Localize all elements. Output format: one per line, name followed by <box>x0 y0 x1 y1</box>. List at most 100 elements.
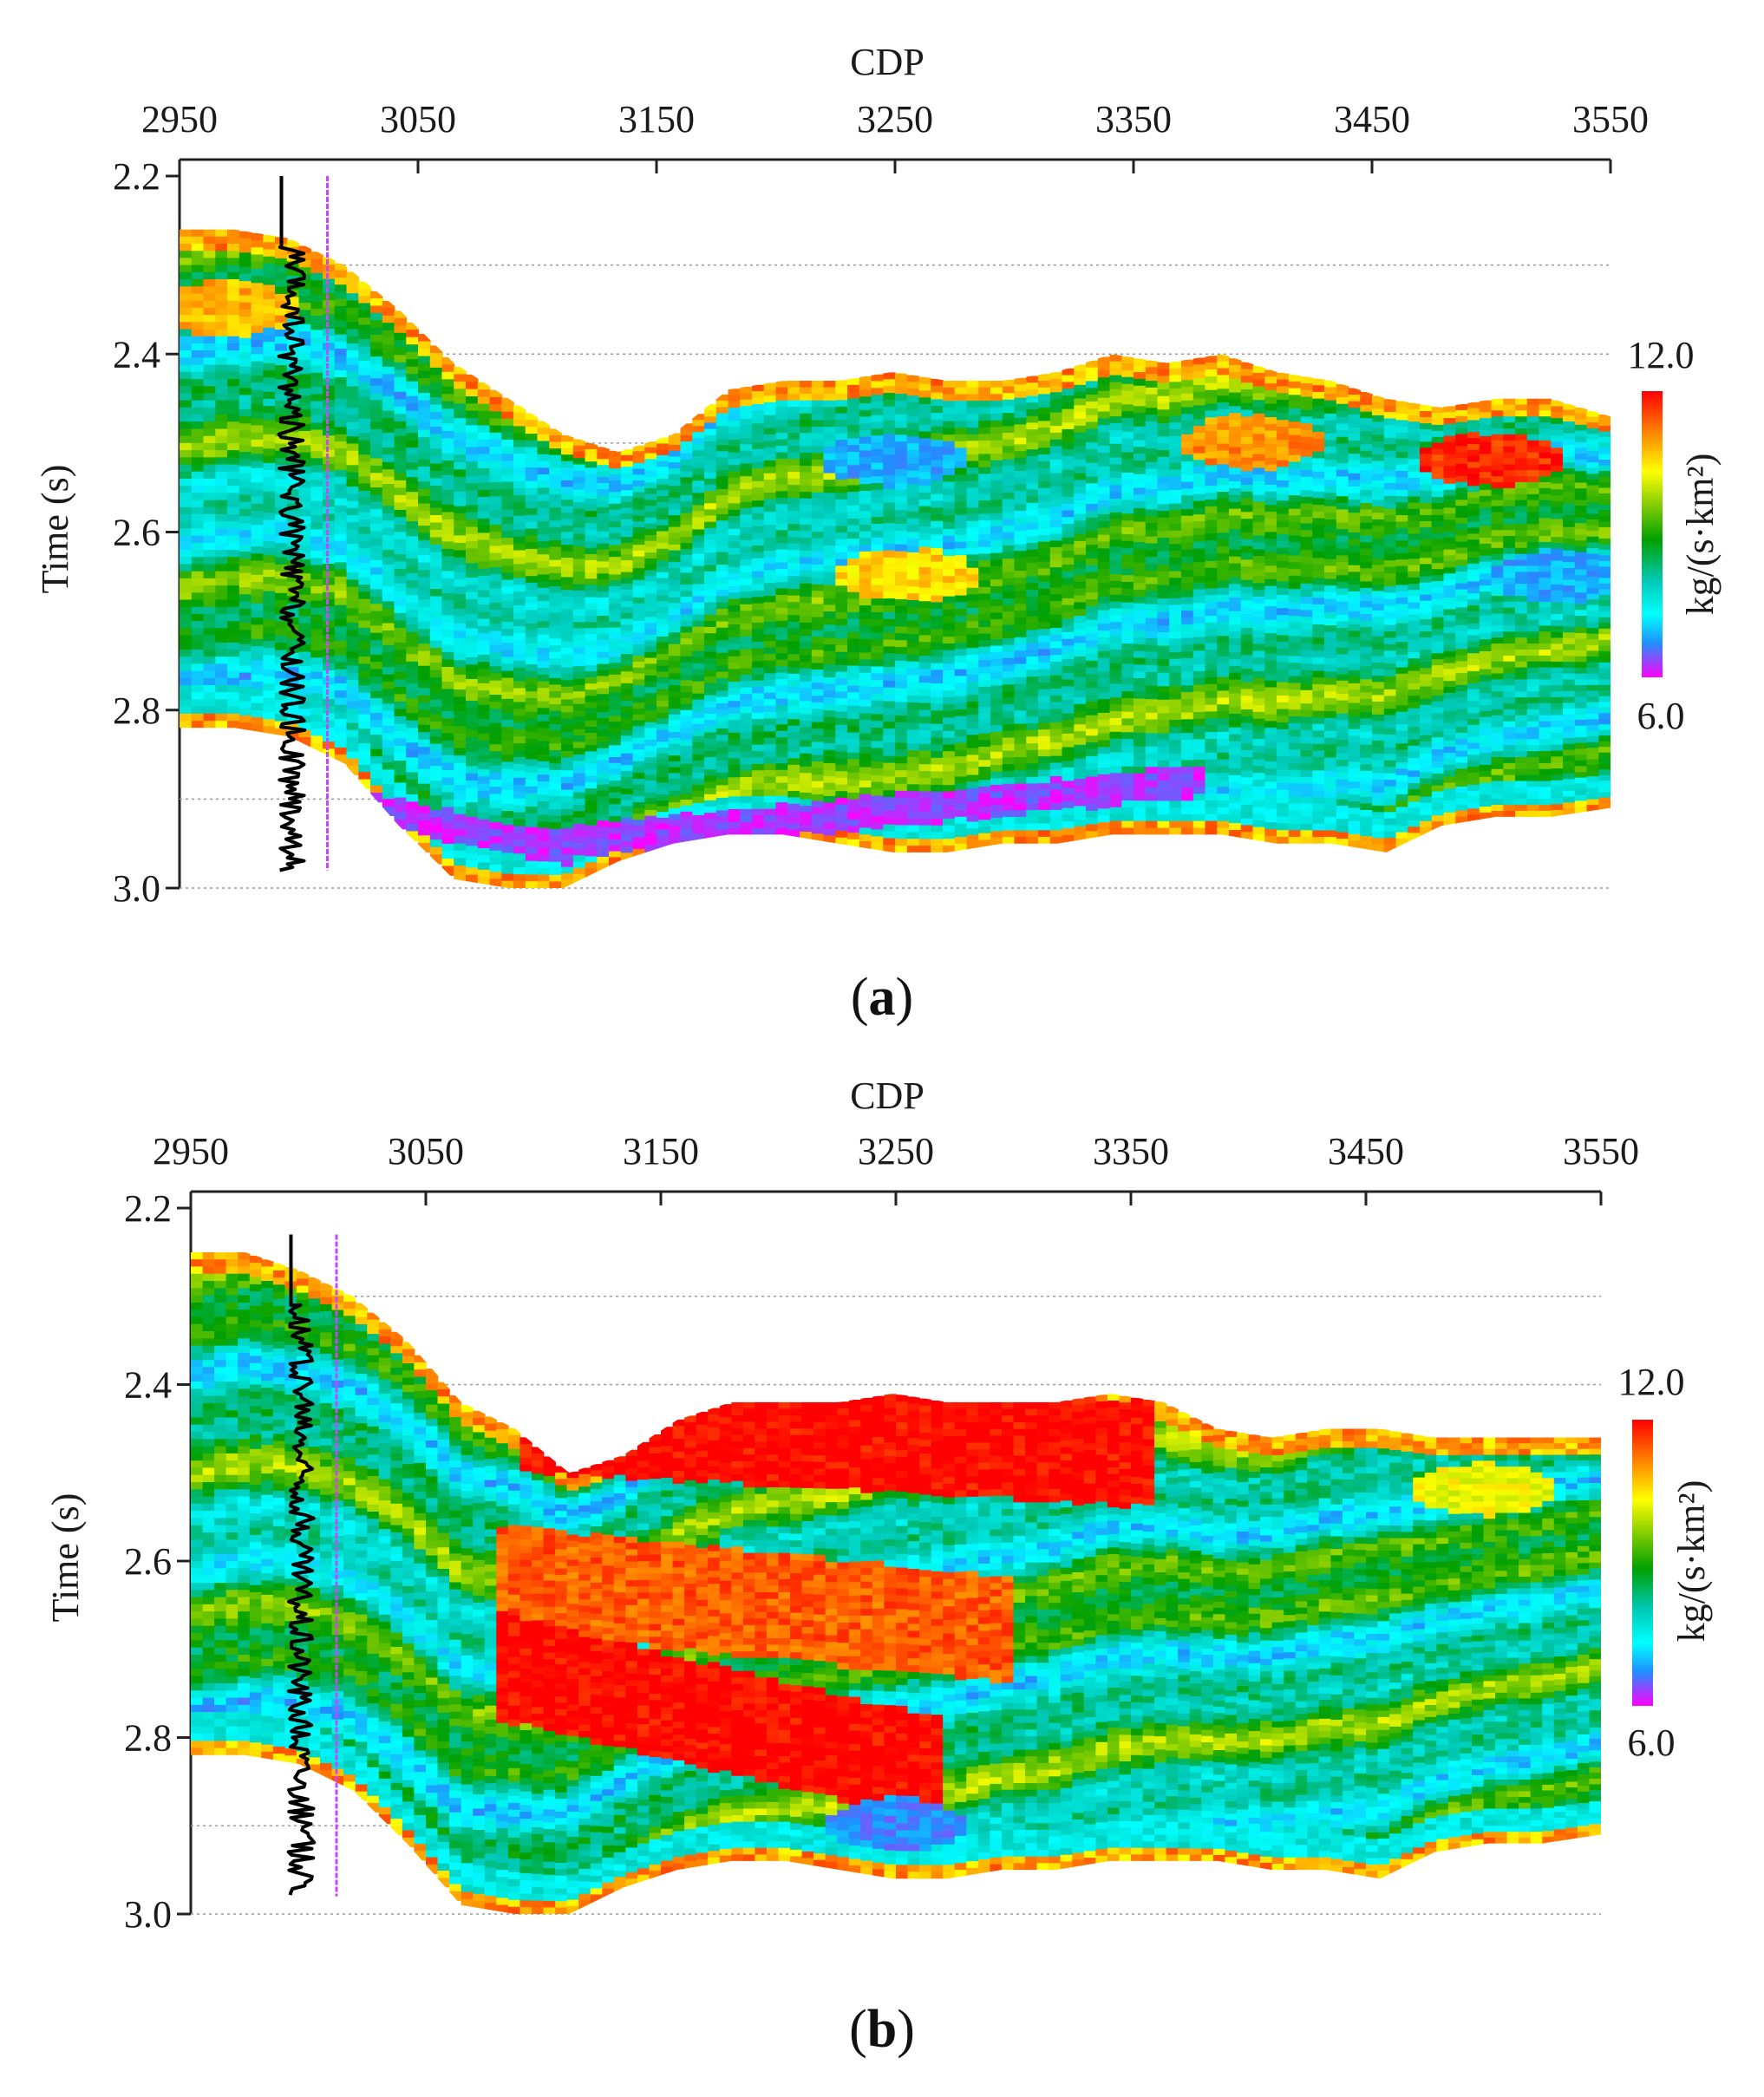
heat-cell <box>931 744 944 754</box>
heat-cell <box>644 459 657 467</box>
heat-cell <box>800 387 813 396</box>
heat-cell <box>883 454 896 464</box>
heat-cell <box>1014 577 1028 587</box>
heat-cell <box>370 458 383 468</box>
heat-cell <box>275 357 288 368</box>
heat-cell <box>752 776 765 786</box>
heat-cell <box>334 441 348 451</box>
heat-cell <box>918 404 932 414</box>
heat-cell <box>990 599 1003 609</box>
heat-cell <box>275 578 288 589</box>
heat-cell <box>418 577 431 588</box>
heat-cell <box>203 542 217 552</box>
heat-cell <box>334 291 348 302</box>
heat-cell <box>906 661 920 671</box>
heat-cell <box>597 573 610 583</box>
heat-cell <box>572 691 586 701</box>
heat-cell <box>657 437 670 447</box>
heat-cell <box>728 688 742 697</box>
heat-cell <box>704 769 717 779</box>
heat-cell <box>632 773 646 781</box>
heat-cell <box>501 866 514 877</box>
heat-cell <box>775 821 789 831</box>
heat-cell <box>441 667 455 677</box>
heat-cell <box>978 793 991 803</box>
heat-cell <box>811 755 825 764</box>
heat-cell <box>585 634 598 643</box>
heat-cell <box>513 826 526 836</box>
heat-cell <box>775 737 789 747</box>
heat-cell <box>180 364 193 375</box>
heat-cell <box>358 714 371 724</box>
heat-cell <box>800 668 813 678</box>
heat-cell <box>525 596 539 606</box>
heat-cell <box>740 796 753 806</box>
heat-cell <box>180 244 193 254</box>
heat-cell <box>680 722 694 731</box>
heat-cell <box>740 675 753 684</box>
heat-cell <box>895 804 908 814</box>
heat-cell <box>632 807 646 817</box>
heat-cell <box>823 749 837 760</box>
heat-cell <box>477 840 491 851</box>
heat-cell <box>823 565 837 575</box>
heat-cell <box>1002 565 1016 575</box>
heat-cell <box>966 428 980 437</box>
heat-cell <box>644 482 657 491</box>
heat-cell <box>609 551 622 559</box>
heat-cell <box>811 420 825 429</box>
heat-cell <box>931 676 944 686</box>
heat-cell <box>775 789 789 799</box>
heat-cell <box>561 680 574 689</box>
heat-cell <box>429 795 443 806</box>
heat-cell <box>740 520 753 531</box>
heat-cell <box>323 591 336 602</box>
heat-cell <box>966 381 980 390</box>
heat-cell <box>238 252 252 263</box>
heat-cell <box>883 653 896 663</box>
heat-cell <box>180 699 193 709</box>
heat-cell <box>454 381 467 392</box>
heat-cell <box>370 312 383 323</box>
heat-cell <box>549 599 562 609</box>
heat-cell <box>227 542 240 552</box>
heat-cell <box>251 268 265 278</box>
heat-cell <box>238 587 252 598</box>
heat-cell <box>454 469 467 480</box>
heat-cell <box>549 835 562 845</box>
heat-cell <box>668 503 682 513</box>
heat-cell <box>752 410 765 420</box>
heat-cell <box>978 401 991 410</box>
heat-cell <box>966 661 980 671</box>
heat-cell <box>943 474 956 485</box>
heat-cell <box>227 621 240 631</box>
heat-cell <box>454 748 467 758</box>
heat-cell <box>585 523 598 532</box>
heat-cell <box>800 439 813 449</box>
heat-cell <box>298 416 312 427</box>
heat-cell <box>715 785 729 794</box>
heat-cell <box>572 653 586 663</box>
heat-cell <box>298 345 312 356</box>
heat-cell <box>585 781 598 791</box>
heat-cell <box>227 642 240 652</box>
heat-cell <box>728 828 742 838</box>
heat-cell <box>978 620 991 630</box>
heat-cell <box>847 732 860 742</box>
heat-cell <box>931 683 944 693</box>
heat-cell <box>943 583 956 592</box>
heat-cell <box>251 411 265 421</box>
heat-cell <box>990 632 1003 642</box>
heat-cell <box>501 832 514 842</box>
heat-cell <box>454 491 467 501</box>
heat-cell <box>978 526 991 537</box>
heat-cell <box>775 640 789 650</box>
heat-cell <box>740 469 753 480</box>
heat-cell <box>918 519 932 529</box>
heat-cell <box>406 705 419 716</box>
heat-cell <box>429 648 443 658</box>
heat-cell <box>800 727 813 736</box>
heat-cell <box>263 441 276 452</box>
heat-cell <box>597 730 610 739</box>
heat-cell <box>585 831 598 840</box>
